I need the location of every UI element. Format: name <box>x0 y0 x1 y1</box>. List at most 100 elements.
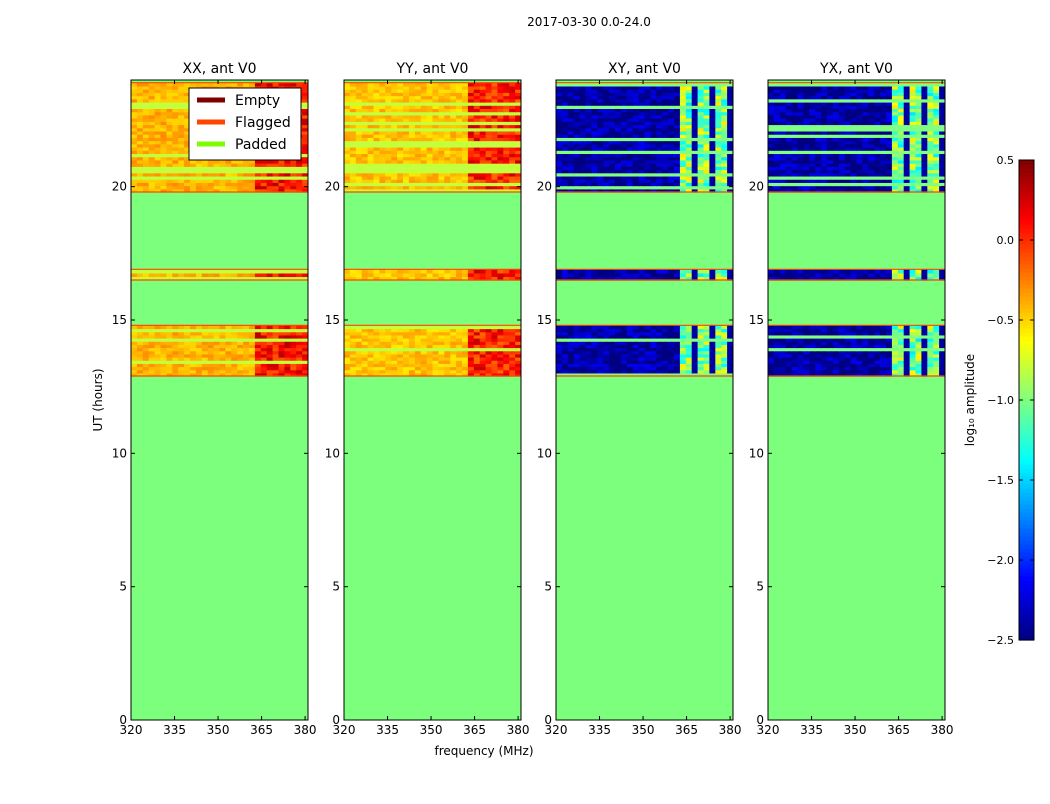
y-tick-label: 15 <box>325 313 340 327</box>
x-tick-label: 335 <box>163 723 186 737</box>
heatmap-cell <box>562 269 569 273</box>
heatmap-cell <box>225 273 232 277</box>
heatmap-cell <box>633 269 640 273</box>
y-tick-label: 15 <box>537 313 552 327</box>
heatmap-cell <box>427 273 434 277</box>
heatmap-cell <box>645 273 652 277</box>
heatmap-cell <box>284 273 291 277</box>
heatmap-cell <box>397 273 404 277</box>
heatmap-cell <box>497 269 504 273</box>
heatmap-cell <box>621 273 628 277</box>
y-tick-label: 5 <box>119 580 127 594</box>
heatmap-cell <box>237 273 244 277</box>
heatmap-cell <box>350 273 357 277</box>
heatmap-cell <box>568 269 575 273</box>
heatmap-cell <box>202 273 209 277</box>
heatmap-cell <box>196 269 203 273</box>
heatmap-cell <box>486 273 493 277</box>
heatmap-cell <box>166 273 173 277</box>
y-tick-label: 5 <box>332 580 340 594</box>
heatmap-cell <box>421 269 428 273</box>
heatmap-cell <box>656 273 663 277</box>
heatmap-cell <box>562 273 569 277</box>
heatmap-cell <box>249 273 256 277</box>
heatmap-cell <box>362 269 369 273</box>
heatmap-cell <box>391 269 398 273</box>
heatmap-cell <box>385 269 392 273</box>
heatmap-image <box>131 80 309 720</box>
heatmap-cell <box>609 269 616 273</box>
heatmap-cell <box>249 269 256 273</box>
heatmap-cell <box>468 273 475 277</box>
y-tick-label: 10 <box>537 446 552 460</box>
y-tick-label: 20 <box>325 180 340 194</box>
heatmap-cell <box>650 269 657 273</box>
heatmap-cell <box>444 273 451 277</box>
heatmap-cell <box>656 269 663 273</box>
heatmap-cell <box>444 269 451 273</box>
panel-title: XX, ant V0 <box>183 61 257 77</box>
heatmap-cell <box>149 269 156 273</box>
heatmap-cell <box>668 269 675 273</box>
y-tick-label: 0 <box>544 713 552 727</box>
heatmap-cell <box>509 273 516 277</box>
heatmap-cell <box>255 269 262 273</box>
heatmap-cell <box>296 273 303 277</box>
x-tick-label: 380 <box>294 723 317 737</box>
x-tick-label: 350 <box>207 723 230 737</box>
heatmap-cell <box>650 273 657 277</box>
heatmap-cell <box>692 273 699 277</box>
heatmap-cell <box>556 269 563 273</box>
heatmap-cell <box>131 269 138 273</box>
heatmap-cell <box>172 269 179 273</box>
heatmap-cell <box>486 269 493 273</box>
heatmap-cell <box>220 273 227 277</box>
heatmap-cell <box>450 273 457 277</box>
heatmap-cell <box>409 273 416 277</box>
heatmap-cell <box>474 269 481 273</box>
heatmap-cell <box>190 273 197 277</box>
heatmap-cell <box>503 273 510 277</box>
heatmap-cell <box>196 273 203 277</box>
heatmap-cell <box>143 269 150 273</box>
y-tick-label: 0 <box>119 713 127 727</box>
heatmap-cell <box>662 269 669 273</box>
heatmap-cell <box>290 269 297 273</box>
heatmap-cell <box>172 273 179 277</box>
heatmap-cell <box>721 273 728 277</box>
heatmap-cell <box>603 273 610 277</box>
heatmap-cell <box>480 273 487 277</box>
heatmap-cell <box>709 269 716 273</box>
heatmap-cell <box>433 269 440 273</box>
heatmap-cell <box>237 269 244 273</box>
heatmap-cell <box>362 273 369 277</box>
heatmap-cell <box>368 273 375 277</box>
y-tick-label: 20 <box>112 180 127 194</box>
heatmap-cell <box>214 269 221 273</box>
heatmap-cell <box>403 273 410 277</box>
heatmap-cell <box>350 269 357 273</box>
heatmap-image <box>556 80 734 720</box>
heatmap-cell <box>368 269 375 273</box>
x-tick-label: 350 <box>632 723 655 737</box>
heatmap-cell <box>391 273 398 277</box>
heatmap-cell <box>427 269 434 273</box>
heatmap-cell <box>261 273 268 277</box>
heatmap-cell <box>503 269 510 273</box>
y-tick-label: 5 <box>544 580 552 594</box>
heatmap-cell <box>161 269 168 273</box>
heatmap-cell <box>704 273 711 277</box>
heatmap-cell <box>379 273 386 277</box>
x-tick-label: 335 <box>588 723 611 737</box>
heatmap-cell <box>137 273 144 277</box>
x-tick-label: 365 <box>463 723 486 737</box>
heatmap-cell <box>639 273 646 277</box>
heatmap-cell <box>580 273 587 277</box>
heatmap-cell <box>580 269 587 273</box>
heatmap-cell <box>574 269 581 273</box>
